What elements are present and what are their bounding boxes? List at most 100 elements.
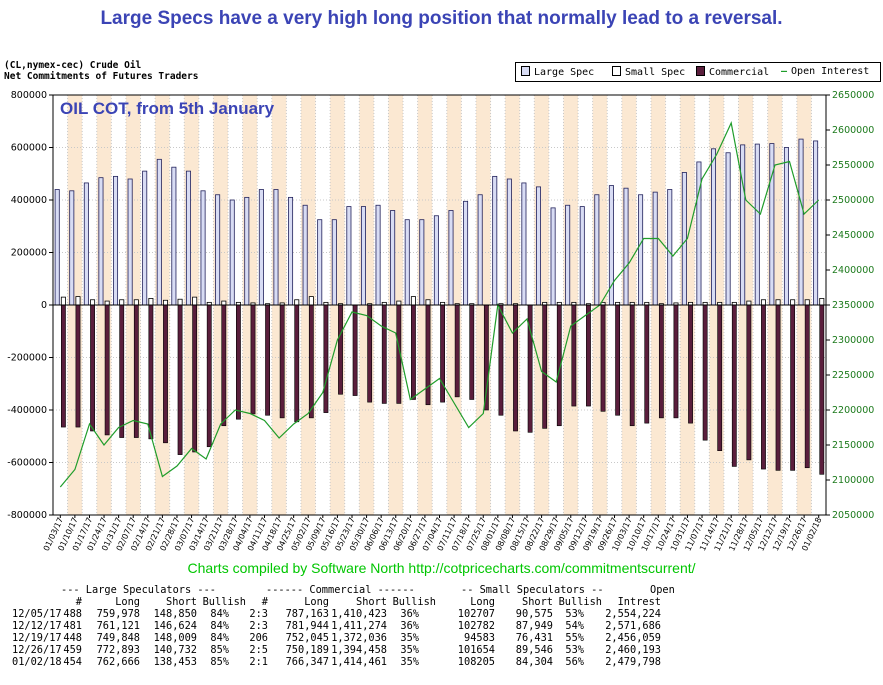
small-spec-bar bbox=[60, 296, 66, 306]
large-spec-bar bbox=[623, 187, 629, 306]
table-cell-l-bullish: 84% bbox=[210, 620, 229, 632]
group-header-large-spec: --- Large Speculators --- bbox=[61, 584, 216, 596]
col-header-l-short: Short bbox=[166, 596, 197, 608]
table-cell-date: 12/05/17 bbox=[12, 608, 62, 620]
table-cell-s-short: 84,304 bbox=[515, 656, 553, 668]
table-cell-l-bullish: 85% bbox=[210, 656, 229, 668]
y-left-tick-label: 800000 bbox=[11, 90, 47, 101]
table-cell-l-short: 148,850 bbox=[153, 608, 197, 620]
table-cell-c-bullish: 36% bbox=[400, 620, 419, 632]
commercial-bar bbox=[163, 304, 168, 444]
col-header-interest: Intrest bbox=[617, 596, 661, 608]
y-right-tick-label: 2550000 bbox=[832, 160, 874, 171]
table-cell-ratio: 2:1 bbox=[249, 656, 268, 668]
y-right-tick-label: 2500000 bbox=[832, 195, 874, 206]
col-header-c-bullish: Bullish bbox=[392, 596, 436, 608]
table-cell-c-short: 1,414,461 bbox=[331, 656, 387, 668]
large-spec-bar bbox=[273, 189, 279, 306]
y-right-tick-label: 2300000 bbox=[832, 335, 874, 346]
group-header-small-spec: -- Small Speculators -- bbox=[461, 584, 604, 596]
table-cell-c-long: 781,944 bbox=[285, 620, 329, 632]
y-left-tick-label: 600000 bbox=[11, 143, 47, 154]
commercial-bar bbox=[454, 304, 460, 398]
legend-label-commercial: Commercial bbox=[709, 67, 770, 78]
large-spec-bar bbox=[681, 172, 687, 306]
table-cell-s-long: 94583 bbox=[464, 632, 495, 644]
chart-headline: Large Specs have a very high long positi… bbox=[100, 8, 783, 29]
large-spec-bar bbox=[200, 190, 206, 306]
table-cell-c-long: 787,163 bbox=[285, 608, 329, 620]
table-cell-s-long: 102782 bbox=[457, 620, 495, 632]
commercial-bar bbox=[586, 304, 591, 407]
y-right-tick-label: 2050000 bbox=[832, 510, 874, 521]
commercial-bar bbox=[819, 304, 825, 475]
cot-summary-table: --- Large Speculators --- ------ Commerci… bbox=[0, 584, 883, 684]
large-spec-bar bbox=[667, 189, 673, 306]
table-cell-date: 12/12/17 bbox=[12, 620, 62, 632]
table-cell-interest: 2,554,224 bbox=[605, 608, 661, 620]
large-spec-bar bbox=[331, 219, 337, 306]
large-spec-bar bbox=[185, 170, 191, 306]
large-spec-bar bbox=[229, 199, 235, 306]
chart-legend: Large Spec Small Spec Commercial – Open I… bbox=[515, 62, 881, 82]
small-spec-bar bbox=[294, 299, 300, 306]
small-spec-bar bbox=[192, 296, 198, 306]
large-spec-bar bbox=[98, 177, 104, 306]
commercial-bar bbox=[177, 304, 183, 455]
large-spec-bar bbox=[769, 143, 775, 306]
table-cell-ratio: 2:5 bbox=[249, 644, 268, 656]
table-cell-l-long: 772,893 bbox=[96, 644, 140, 656]
commercial-bar bbox=[119, 304, 125, 438]
table-cell-l-short: 138,453 bbox=[153, 656, 197, 668]
table-cell-l-long: 762,666 bbox=[96, 656, 140, 668]
table-cell-ratio: 2:3 bbox=[249, 620, 268, 632]
small-spec-bar bbox=[746, 300, 752, 306]
table-cell-c-bullish: 36% bbox=[400, 608, 419, 620]
report-subtitle: Net Commitments of Futures Traders bbox=[4, 71, 199, 82]
table-cell-c-short: 1,411,274 bbox=[331, 620, 387, 632]
table-cell-c-long: 766,347 bbox=[285, 656, 329, 668]
commercial-bar bbox=[411, 304, 416, 400]
table-cell-num: 459 bbox=[63, 644, 82, 656]
small-spec-bar bbox=[75, 296, 81, 306]
large-spec-bar bbox=[550, 207, 556, 306]
col-header-l-bullish: Bullish bbox=[202, 596, 246, 608]
commercial-bar bbox=[688, 304, 693, 424]
large-spec-bar bbox=[127, 178, 133, 306]
y-right-tick-label: 2450000 bbox=[832, 230, 874, 241]
legend-swatch-small-spec bbox=[612, 66, 621, 76]
table-cell-l-short: 140,732 bbox=[153, 644, 197, 656]
table-cell-l-long: 759,978 bbox=[96, 608, 140, 620]
y-right-tick-label: 2100000 bbox=[832, 475, 874, 486]
large-spec-bar bbox=[171, 166, 177, 306]
y-right-tick-label: 2200000 bbox=[832, 405, 874, 416]
commercial-bar bbox=[250, 304, 256, 415]
table-cell-c-bullish: 35% bbox=[400, 644, 419, 656]
large-spec-bar bbox=[433, 215, 439, 306]
large-spec-bar bbox=[565, 204, 571, 306]
table-cell-s-short: 89,546 bbox=[515, 644, 553, 656]
table-cell-c-bullish: 35% bbox=[400, 656, 419, 668]
legend-item-commercial: Commercial bbox=[696, 66, 769, 78]
legend-item-large-spec: Large Spec bbox=[521, 66, 594, 78]
table-cell-s-bullish: 55% bbox=[565, 632, 584, 644]
table-cell-num: 488 bbox=[63, 608, 82, 620]
legend-label-open-interest: Open Interest bbox=[791, 66, 870, 77]
open-interest-line-group bbox=[59, 121, 820, 488]
commercial-bar bbox=[717, 304, 723, 451]
commercial-bar bbox=[469, 304, 475, 400]
col-header-num: # bbox=[75, 596, 82, 608]
legend-swatch-commercial bbox=[696, 66, 705, 76]
large-spec-bar bbox=[711, 148, 717, 306]
large-spec-bar bbox=[346, 206, 352, 306]
commercial-bar bbox=[75, 304, 81, 428]
small-spec-bar bbox=[308, 296, 314, 306]
y-left-tick-label: 0 bbox=[41, 300, 47, 311]
small-spec-bar bbox=[819, 298, 825, 306]
small-spec-bar bbox=[396, 300, 402, 306]
y-left-tick-label: 400000 bbox=[11, 195, 47, 206]
large-spec-bar bbox=[244, 196, 250, 306]
y-left-tick-label: -200000 bbox=[7, 353, 47, 364]
large-spec-bar bbox=[448, 210, 454, 306]
large-spec-bar bbox=[113, 175, 119, 306]
